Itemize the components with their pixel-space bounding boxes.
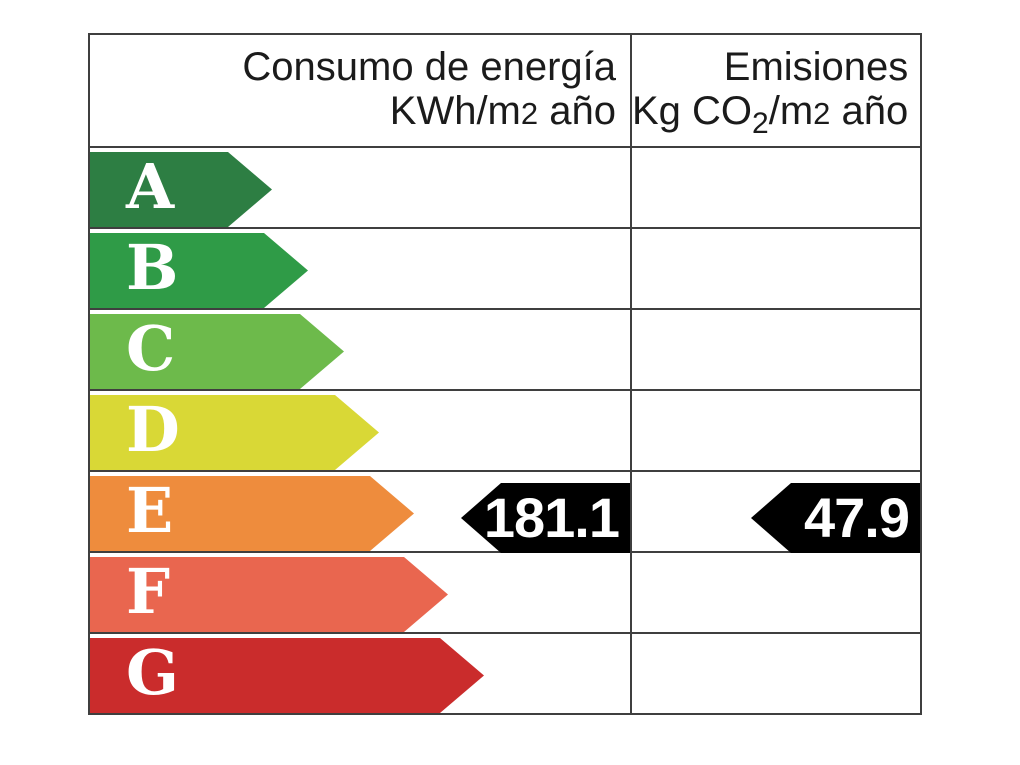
band-d-consumption-cell: D [90,391,632,470]
energy-column-header: Consumo de energía KWh/m2 año [90,35,632,146]
band-row-d: D [90,391,920,472]
band-letter-f: F [126,554,171,628]
band-a-consumption-cell: A [90,148,632,227]
rating-table: Consumo de energía KWh/m2 año Emisiones … [88,33,922,715]
band-arrow-g: G [90,638,484,713]
emissions-unit-exponent: 2 [813,96,831,131]
band-arrow-c: C [90,314,344,389]
consumption-rating-value: 181.1 [483,486,620,549]
band-e-consumption-cell: E 181.1 [90,472,632,553]
header-row: Consumo de energía KWh/m2 año Emisiones … [90,35,920,148]
consumption-rating-marker: 181.1 [461,483,630,553]
band-e-emissions-cell: 47.9 [632,472,920,553]
emissions-column-unit: Kg CO2/m2 año [632,89,909,140]
band-letter-g: G [126,635,179,709]
band-row-b: B [90,229,920,310]
energy-column-title: Consumo de energía [242,45,616,89]
band-row-a: A [90,148,920,229]
band-letter-e: E [126,473,174,547]
energy-column-unit: KWh/m2 año [389,89,616,133]
band-arrow-e: E [90,476,414,551]
band-row-c: C [90,310,920,391]
band-c-emissions-cell [632,310,920,389]
band-row-g: G [90,634,920,713]
band-g-consumption-cell: G [90,634,632,713]
band-letter-b: B [126,230,179,304]
emissions-column-header: Emisiones Kg CO2/m2 año [632,35,922,146]
band-f-emissions-cell [632,553,920,632]
band-g-emissions-cell [632,634,920,713]
band-letter-d: D [126,392,180,466]
band-b-emissions-cell [632,229,920,308]
energy-unit-exponent: 2 [520,96,539,131]
band-a-emissions-cell [632,148,920,227]
band-arrow-f: F [90,557,448,632]
band-row-f: F [90,553,920,634]
band-letter-a: A [126,149,175,223]
band-letter-c: C [126,311,176,385]
co2-subscript: 2 [752,107,769,140]
emissions-column-title: Emisiones [723,45,909,89]
emissions-rating-value: 47.9 [804,486,910,549]
band-d-emissions-cell [632,391,920,470]
emissions-rating-marker: 47.9 [751,483,920,553]
band-c-consumption-cell: C [90,310,632,389]
band-row-e: E 181.1 47.9 [90,472,920,553]
band-arrow-b: B [90,233,308,308]
band-b-consumption-cell: B [90,229,632,308]
band-arrow-a: A [90,152,272,227]
band-f-consumption-cell: F [90,553,632,632]
band-arrow-d: D [90,395,379,470]
